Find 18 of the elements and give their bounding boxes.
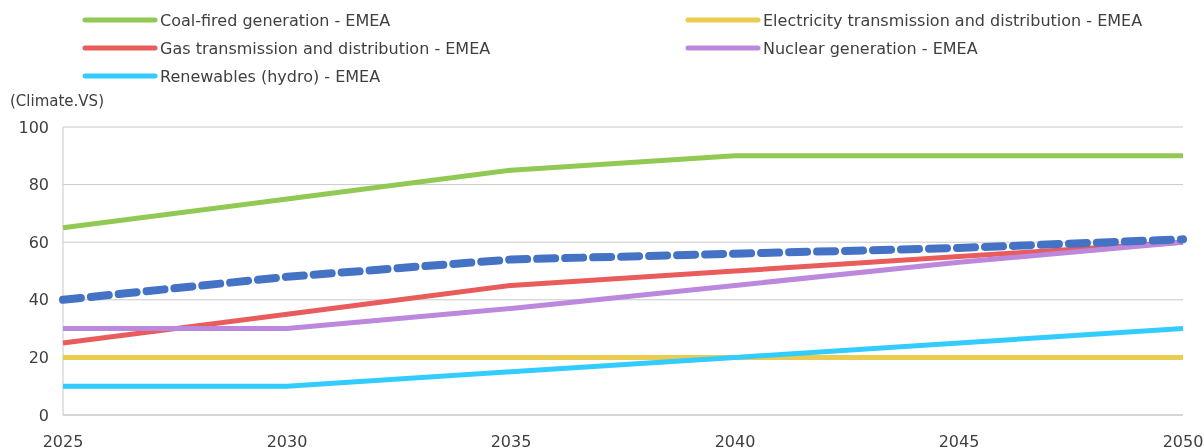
y-tick-label: 100	[18, 117, 49, 137]
y-tick-label: 40	[28, 290, 49, 310]
x-tick-label: 2040	[714, 432, 756, 448]
x-tick-label: 2035	[490, 432, 532, 448]
legend-label: Coal-fired generation - EMEA	[160, 10, 391, 30]
y-tick-label: 20	[28, 348, 49, 367]
y-tick-label: 0	[38, 405, 49, 425]
legend-label: Renewables (hydro) - EMEA	[160, 66, 381, 86]
legend-label: Electricity transmission and distribution - EMEA	[763, 10, 1143, 30]
y-tick-label: 60	[28, 232, 49, 252]
y-tick-label: 80	[28, 175, 49, 195]
x-tick-label: 2045	[938, 432, 980, 448]
x-tick-label: 2030	[266, 432, 308, 448]
legend-label: Nuclear generation - EMEA	[763, 38, 978, 58]
legend-label: Gas transmission and distribution - EMEA	[160, 38, 491, 58]
x-tick-label: 2025	[42, 432, 84, 448]
y-axis-title: (Climate.VS)	[10, 92, 104, 110]
x-tick-label: 2050	[1162, 432, 1204, 448]
